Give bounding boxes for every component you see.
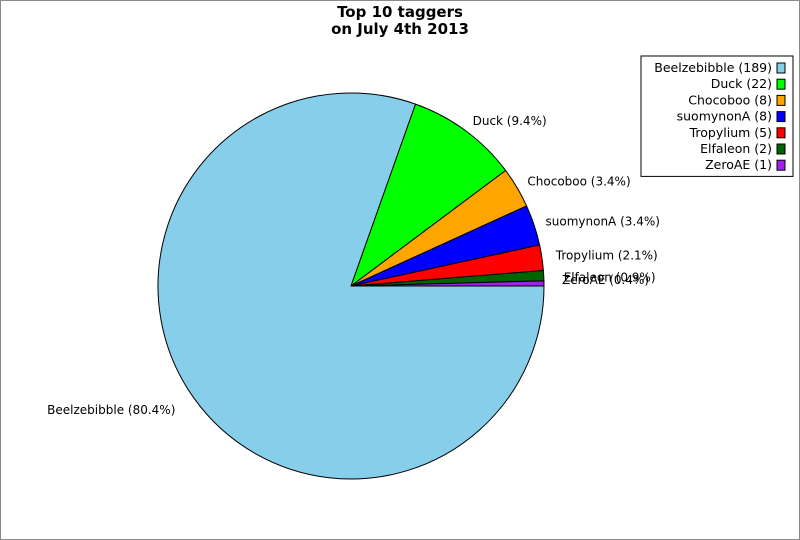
pie-slice-labels: Beelzebibble (80.4%) Duck (9.4%) Chocoboo … <box>47 114 660 417</box>
legend-swatch-chocoboo <box>776 94 786 106</box>
legend-box <box>640 55 794 177</box>
legend: Beelzebibble (189)Duck (22)Chocoboo (8) s… <box>640 55 794 177</box>
chart-title-line-2: on July 4th 2013 <box>331 20 469 38</box>
slice-label-duck: Duck (9.4%) <box>473 114 547 128</box>
legend-swatch-zeroae <box>776 159 786 171</box>
slice-label-elfaleon: Elfaleon (0.9%) <box>564 271 656 285</box>
chart-title: Top 10 taggers on July 4th 2013 <box>1 4 799 38</box>
slice-label-tropylium: Tropylium (2.1%) <box>555 249 658 263</box>
chart-title-line-1: Top 10 taggers <box>337 3 463 21</box>
legend-swatch-duck <box>776 78 786 90</box>
slice-label-chocoboo: Chocoboo (3.4%) <box>527 175 630 189</box>
legend-swatch-beelzebibble <box>776 62 786 74</box>
pie-slice-zeroae <box>350 280 545 287</box>
legend-label-tropylium: Tropylium (5) <box>689 125 772 140</box>
legend-label-elfaleon: Elfaleon (2) <box>700 141 772 156</box>
legend-label-duck: Duck (22) <box>711 76 772 91</box>
pie-slice-duck <box>350 103 507 287</box>
legend-label-chocoboo: Chocoboo (8) <box>688 92 772 107</box>
pie-slices <box>157 92 545 480</box>
slice-label-beelzebibble: Beelzebibble (80.4%) <box>47 403 175 417</box>
legend-label-beelzebibble: Beelzebibble (189) <box>654 60 772 75</box>
legend-label-suomynona: suomynonA (8) <box>677 109 772 124</box>
legend-swatch-tropylium <box>776 127 786 139</box>
legend-swatch-elfaleon <box>776 143 786 155</box>
slice-label-suomynona: suomynonA (3.4%) <box>546 214 660 228</box>
legend-swatch-suomynona <box>776 111 786 123</box>
legend-label-zeroae: ZeroAE (1) <box>705 157 772 172</box>
slice-label-zeroae: ZeroAE (0.4%) <box>562 273 649 287</box>
